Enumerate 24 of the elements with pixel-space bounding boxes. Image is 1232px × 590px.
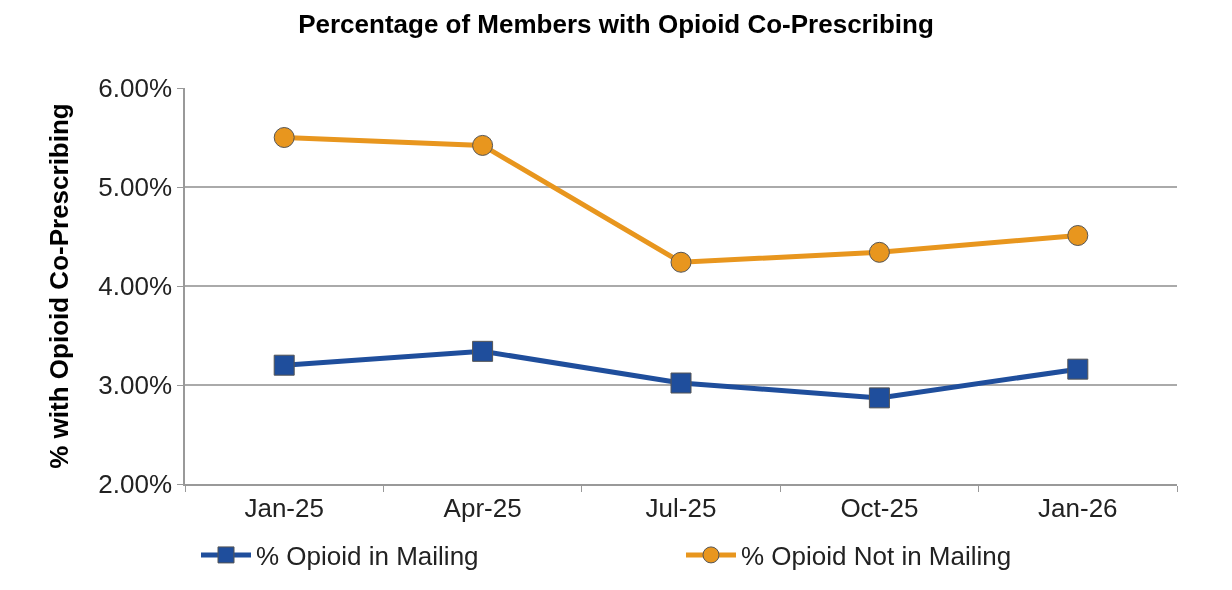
point [1067, 358, 1089, 380]
y-axis-title: % with Opioid Co-Prescribing [44, 103, 75, 469]
y-tick-label: 5.00% [98, 172, 173, 203]
point [472, 134, 494, 156]
x-tick-label: Jul-25 [645, 492, 717, 523]
y-tick-label: 6.00% [98, 73, 173, 104]
legend-label: % Opioid in Mailing [256, 541, 479, 572]
point [868, 387, 890, 409]
point [670, 372, 692, 394]
point [472, 340, 494, 362]
y-tick-label: 2.00% [98, 469, 173, 500]
x-tick-label: Jan-26 [1038, 492, 1118, 523]
point [868, 241, 890, 263]
x-tick-label: Oct-25 [840, 492, 919, 523]
chart-title: Percentage of Members with Opioid Co-Prescribing [298, 8, 934, 39]
x-tick-label: Apr-25 [443, 492, 522, 523]
point [273, 127, 295, 148]
point [1067, 225, 1089, 246]
x-tick-label: Jan-25 [244, 492, 324, 523]
legend-label: % Opioid Not in Mailing [741, 541, 1012, 572]
point [273, 354, 295, 376]
y-tick-label: 4.00% [98, 271, 173, 302]
point [670, 251, 692, 273]
y-tick-label: 3.00% [98, 370, 173, 401]
